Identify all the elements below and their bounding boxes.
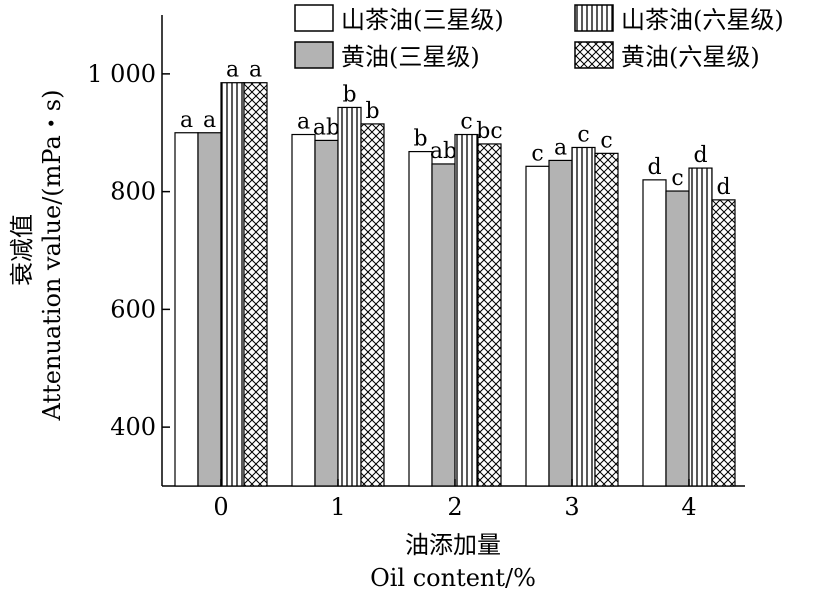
x-tick-label: 0: [213, 493, 228, 521]
bar: [665, 190, 690, 487]
y-axis-title-en: Attenuation value/(mPa・s): [38, 90, 66, 422]
y-ticks: 400 600 800 1 000: [87, 60, 170, 441]
bar: [431, 163, 456, 487]
significance-label: b: [413, 127, 427, 152]
legend-label-camellia-6star: 山茶油(六星级): [621, 6, 784, 34]
x-tick-label: 2: [447, 493, 462, 521]
significance-label: ab: [313, 115, 340, 140]
bar: [243, 82, 268, 487]
y-tick-label: 800: [110, 178, 156, 206]
legend-swatch-camellia-3star: [294, 4, 334, 32]
significance-label: a: [554, 135, 567, 160]
bar: [688, 167, 713, 487]
bar: [408, 150, 433, 487]
legend-swatch-butter-6star: [574, 41, 614, 69]
significance-label: a: [180, 108, 193, 133]
legend-label-camellia-3star: 山茶油(三星级): [341, 6, 504, 34]
bar: [477, 143, 502, 487]
significance-label: ab: [430, 139, 457, 164]
bar: [711, 199, 736, 487]
significance-label: a: [226, 58, 239, 83]
significance-label: d: [647, 155, 661, 180]
significance-label: d: [716, 175, 730, 200]
bar: [548, 159, 573, 487]
y-tick-label: 1 000: [87, 60, 156, 88]
significance-label: bc: [476, 119, 502, 144]
bar: [571, 146, 596, 487]
bar: [291, 133, 316, 487]
bar: [174, 132, 199, 487]
bar: [220, 82, 245, 487]
legend: 山茶油(三星级) 山茶油(六星级) 黄油(三星级) 黄油(六星级): [294, 4, 784, 71]
bar: [454, 133, 479, 487]
significance-label: c: [671, 166, 683, 191]
bar: [594, 152, 619, 487]
significance-label: c: [531, 141, 543, 166]
significance-label: c: [600, 128, 612, 153]
significance-label: b: [365, 99, 379, 124]
x-ticks: 0 1 2 3 4: [213, 479, 697, 521]
significance-label: b: [342, 82, 356, 107]
legend-swatch-butter-3star: [294, 41, 334, 69]
significance-label: a: [203, 108, 216, 133]
significance-label: c: [577, 122, 589, 147]
x-axis-title-en: Oil content/%: [370, 564, 536, 592]
x-axis-title-cn: 油添加量: [405, 531, 501, 559]
y-tick-label: 600: [110, 295, 156, 323]
x-tick-label: 4: [681, 493, 696, 521]
legend-swatch-camellia-6star: [574, 4, 614, 32]
legend-label-butter-6star: 黄油(六星级): [621, 43, 760, 71]
bar: [197, 132, 222, 487]
y-axis-title-cn: 衰减值: [8, 214, 36, 286]
bar: [314, 139, 339, 487]
bar: [642, 179, 667, 487]
significance-label: c: [460, 110, 472, 135]
y-tick-label: 400: [110, 413, 156, 441]
bar: [337, 106, 362, 487]
x-tick-label: 1: [330, 493, 345, 521]
significance-label: a: [297, 110, 310, 135]
x-tick-label: 3: [564, 493, 579, 521]
bar: [525, 165, 550, 487]
bar: [360, 123, 385, 487]
significance-label: d: [693, 143, 707, 168]
legend-label-butter-3star: 黄油(三星级): [341, 43, 480, 71]
significance-label: a: [249, 58, 262, 83]
